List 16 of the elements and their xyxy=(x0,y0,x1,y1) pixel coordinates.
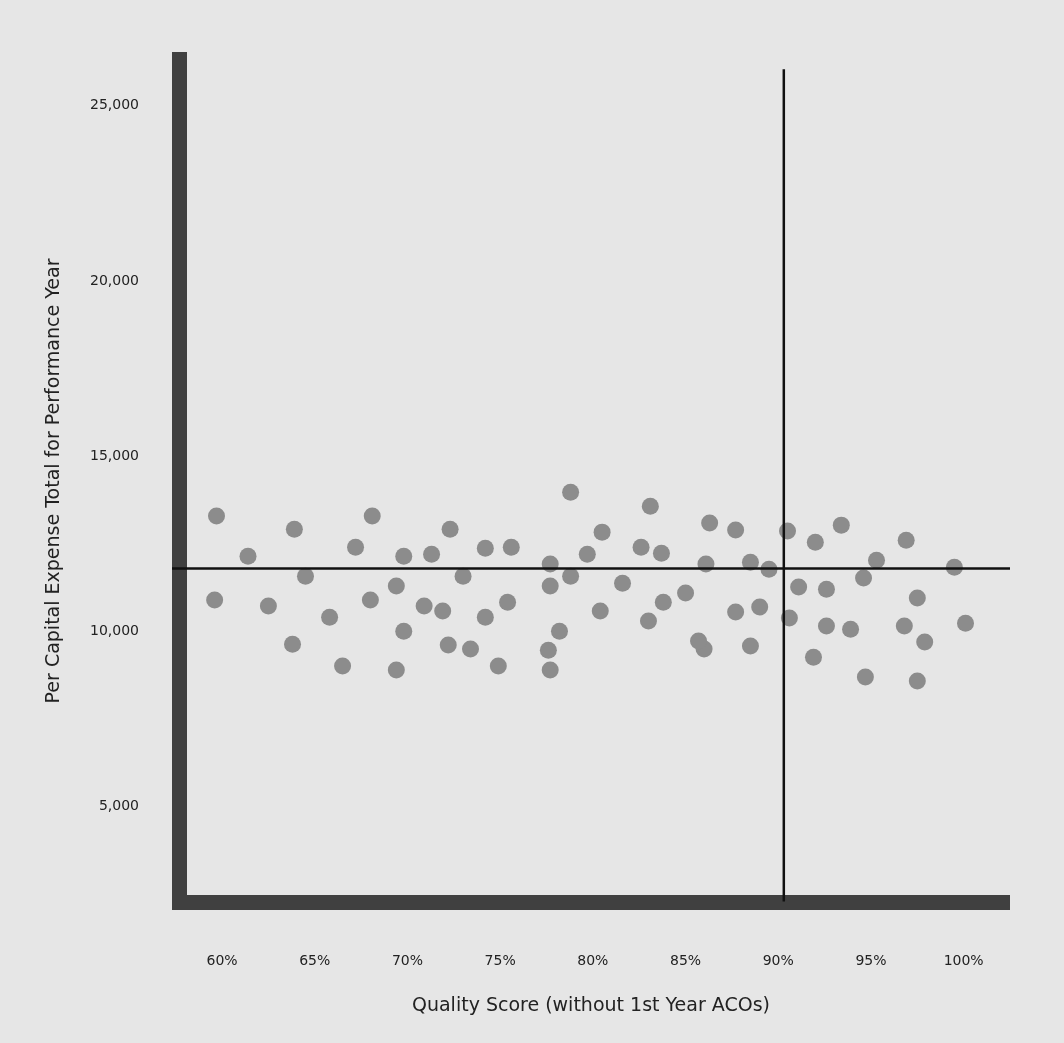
x-tick-label: 65% xyxy=(299,952,331,968)
y-tick-label: 5,000 xyxy=(98,796,139,813)
x-tick-label: 75% xyxy=(484,952,516,968)
y-tick-label: 10,000 xyxy=(90,621,139,638)
y-tick-label: 20,000 xyxy=(90,271,139,288)
x-tick-label: 60% xyxy=(206,952,238,968)
x-axis-title: Quality Score (without 1st Year ACOs) xyxy=(411,992,771,1015)
x-tick-label: 100% xyxy=(943,952,984,968)
x-tick-label: 90% xyxy=(762,952,794,968)
x-tick-label: 85% xyxy=(669,952,702,968)
x-tick-label: 70% xyxy=(391,952,424,968)
y-tick-label: 15,000 xyxy=(90,446,139,463)
y-axis-title: Per Capital Expense Total for Performance Year xyxy=(40,258,63,704)
x-tick-label: 80% xyxy=(577,952,609,968)
y-tick-label: 25,000 xyxy=(90,96,139,113)
x-tick-label: 95% xyxy=(855,952,887,968)
